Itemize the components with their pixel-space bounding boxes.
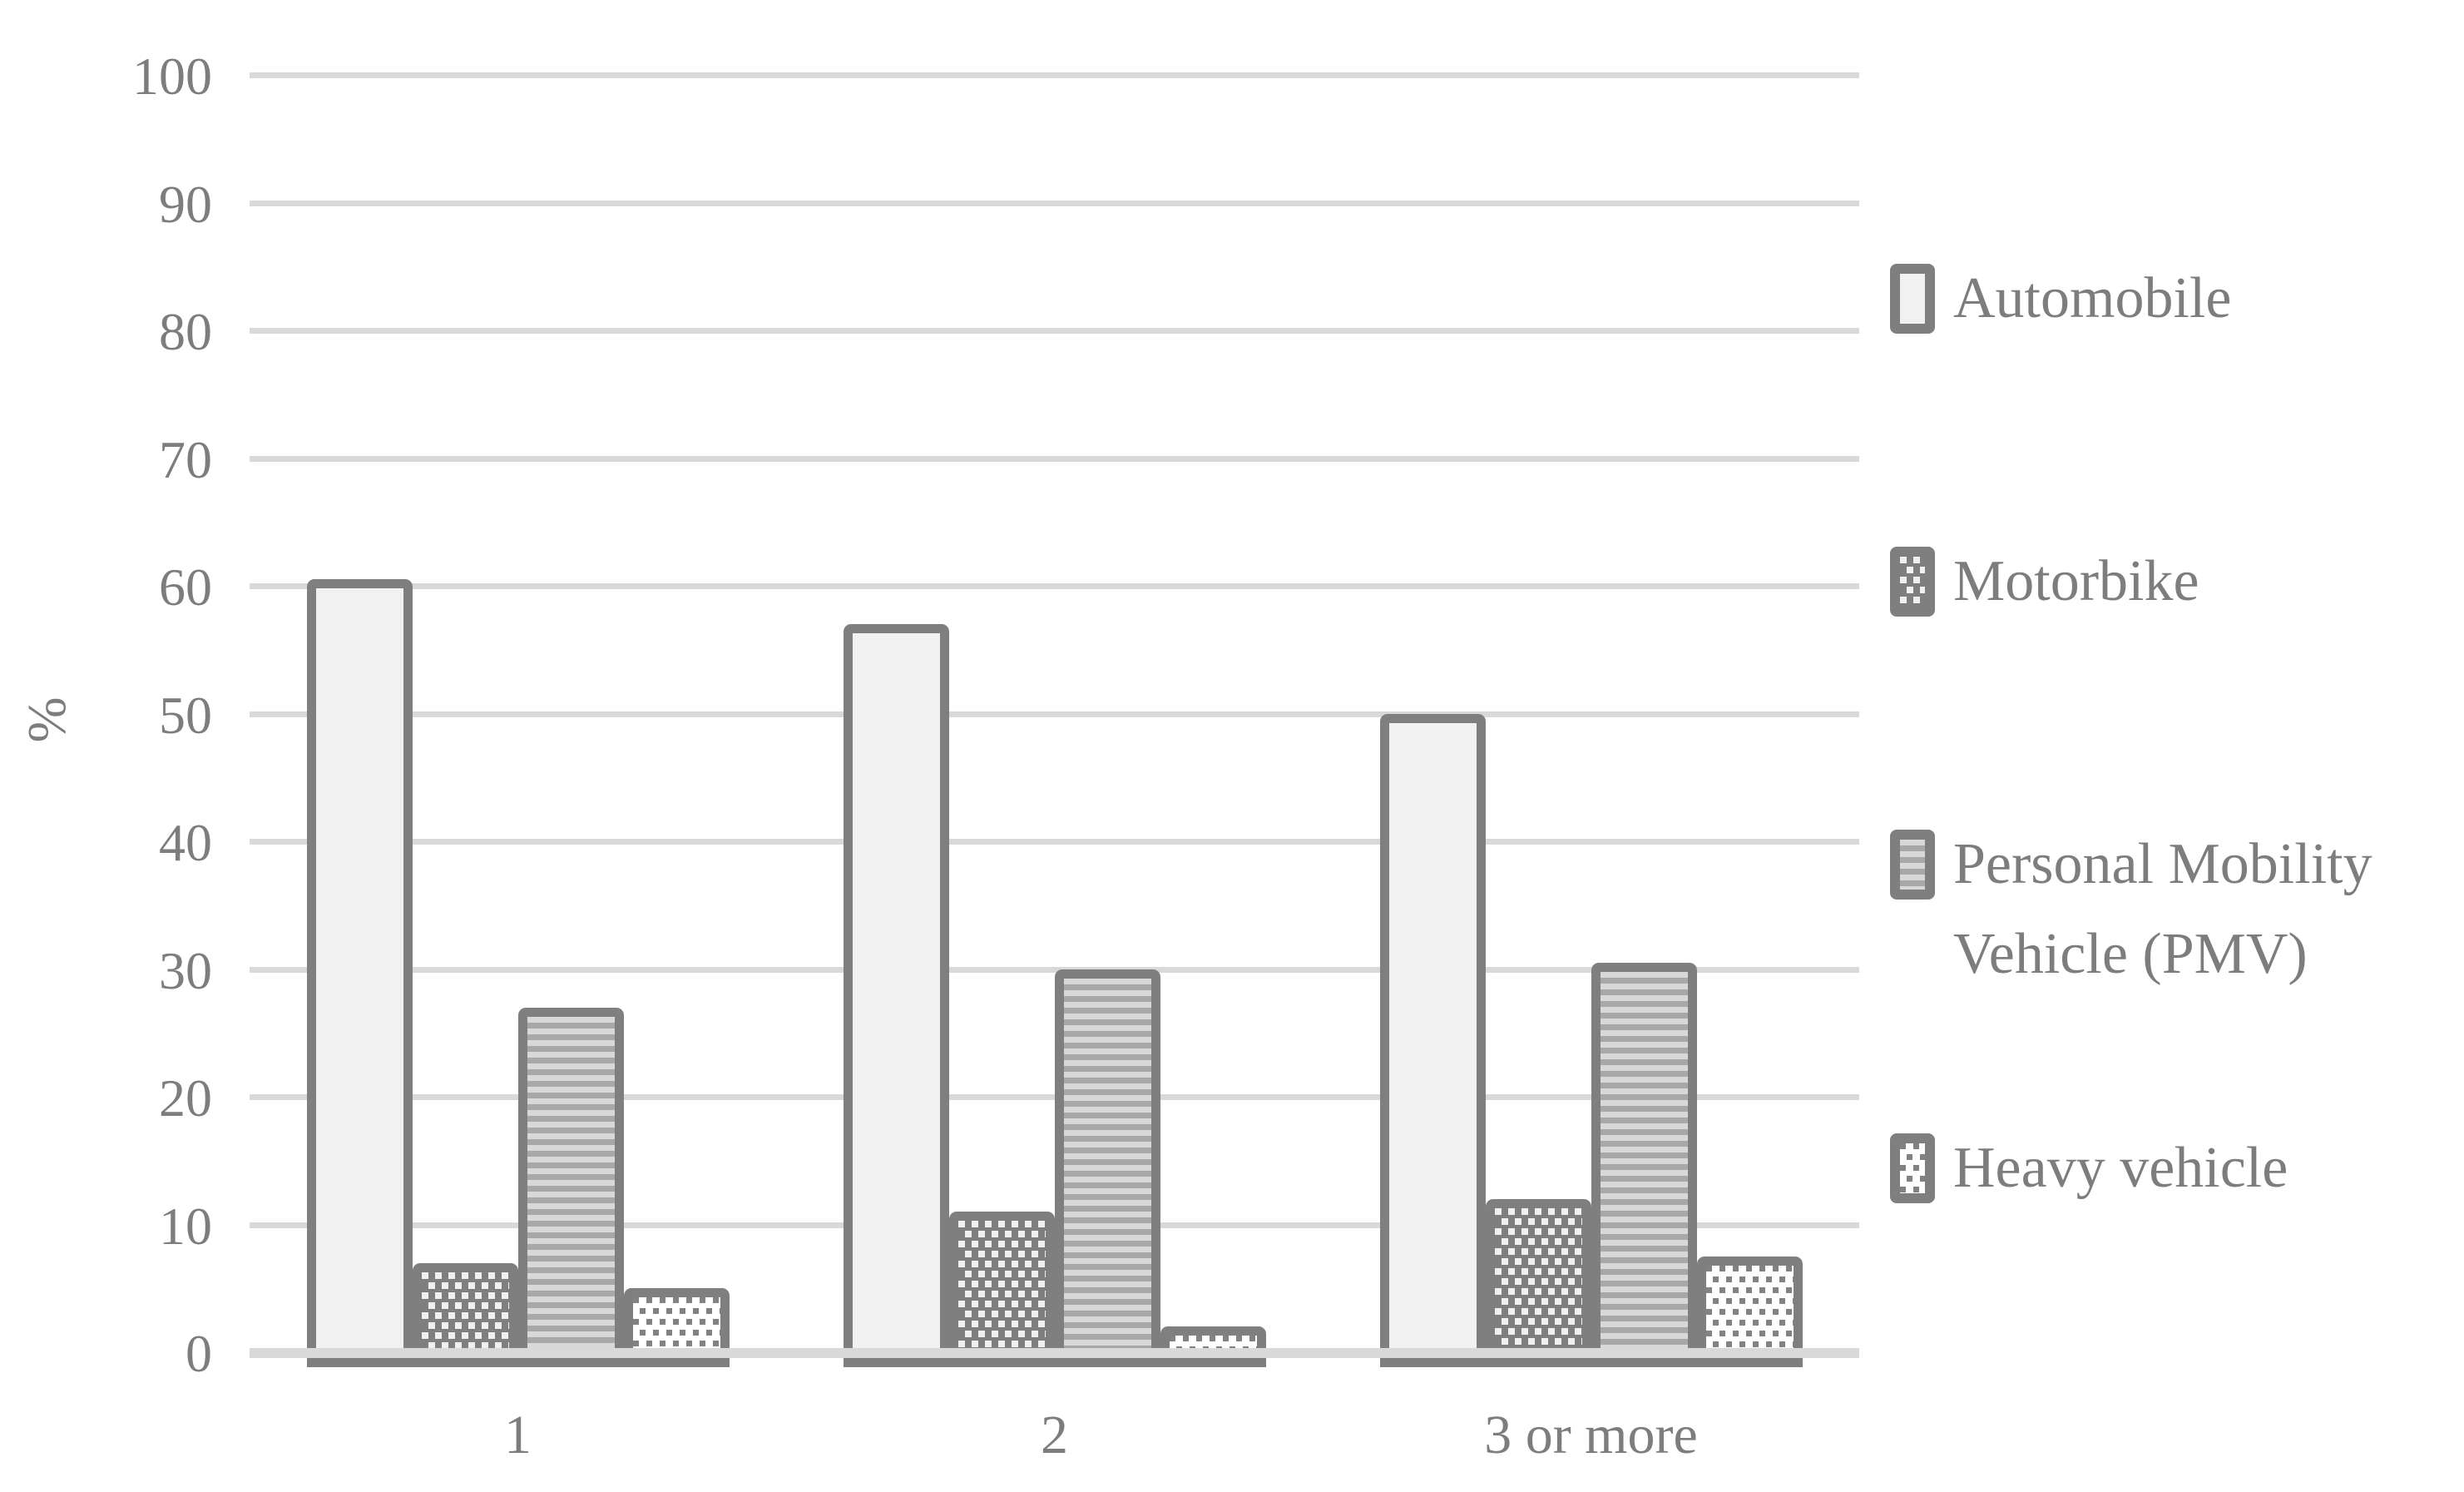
x-axis-line <box>250 1348 1859 1358</box>
legend-swatch-icon <box>1890 547 1935 617</box>
y-tick-label: 50 <box>159 685 212 745</box>
legend-item-1: Automobile <box>1890 254 2439 344</box>
bar-motorbike-cat-1 <box>412 1262 518 1367</box>
gridline-y-60 <box>250 583 1859 589</box>
y-axis-title: % <box>17 696 77 743</box>
legend-item-2: Motorbike <box>1890 537 2439 627</box>
bar-personal-mobility-vehicle-pmv-cat-3 <box>1591 962 1697 1367</box>
bar-automobile-cat-3 <box>1379 713 1486 1367</box>
y-tick-label: 80 <box>159 302 212 361</box>
x-tick-label: 1 <box>504 1405 532 1465</box>
y-tick-label: 30 <box>159 940 212 1000</box>
bar-personal-mobility-vehicle-pmv-cat-2 <box>1054 969 1160 1367</box>
legend-label: Automobile <box>1953 266 2232 330</box>
legend-swatch-icon <box>1890 830 1935 900</box>
legend-label: Heavy vehicle <box>1953 1136 2288 1200</box>
x-tick-label: 3 or more <box>1484 1405 1698 1465</box>
x-tick-label: 2 <box>1041 1405 1068 1465</box>
gridline-y-30 <box>250 966 1859 973</box>
bar-automobile-cat-1 <box>306 579 413 1367</box>
y-tick-label: 10 <box>159 1196 212 1256</box>
legend-swatch-icon <box>1890 264 1935 334</box>
gridline-y-90 <box>250 200 1859 206</box>
gridline-y-40 <box>250 839 1859 845</box>
y-tick-label: 40 <box>159 813 212 872</box>
legend-swatch-icon <box>1890 1133 1935 1203</box>
bar-heavy-vehicle-cat-1 <box>623 1288 730 1367</box>
gridline-y-50 <box>250 711 1859 717</box>
y-tick-label: 20 <box>159 1068 212 1128</box>
bar-motorbike-cat-3 <box>1485 1198 1591 1367</box>
gridline-y-80 <box>250 328 1859 334</box>
y-tick-label: 60 <box>159 558 212 617</box>
bar-automobile-cat-2 <box>843 624 949 1367</box>
gridline-y-100 <box>250 72 1859 78</box>
y-tick-label: 70 <box>159 429 212 489</box>
gridline-y-70 <box>250 455 1859 462</box>
bar-heavy-vehicle-cat-3 <box>1696 1256 1803 1367</box>
bar-motorbike-cat-2 <box>948 1212 1055 1367</box>
legend-label: Motorbike <box>1953 549 2199 613</box>
legend-item-3: Personal Mobility Vehicle (PMV) <box>1890 820 2439 999</box>
legend-label: Personal Mobility Vehicle (PMV) <box>1953 832 2372 986</box>
bar-heavy-vehicle-cat-2 <box>1160 1326 1266 1367</box>
y-tick-label: 90 <box>159 174 212 234</box>
y-tick-label: 100 <box>132 47 212 106</box>
legend-item-4: Heavy vehicle <box>1890 1123 2439 1213</box>
bar-personal-mobility-vehicle-pmv-cat-1 <box>517 1007 624 1367</box>
y-tick-label: 0 <box>186 1324 212 1383</box>
